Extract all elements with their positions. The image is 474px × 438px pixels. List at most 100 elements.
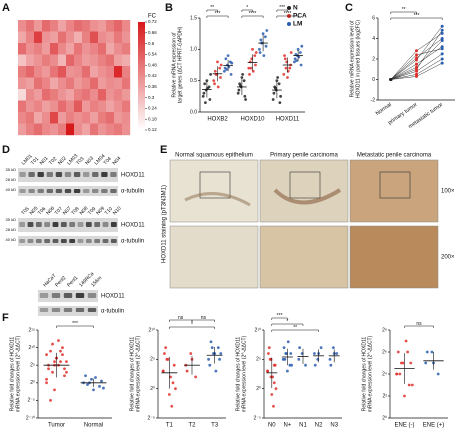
heatmap-cell — [18, 77, 27, 90]
blot-band — [102, 239, 109, 243]
data-point — [296, 47, 300, 51]
data-point — [266, 369, 269, 373]
heatmap-cell — [42, 31, 51, 44]
heatmap-cell — [98, 20, 107, 32]
significance-label: *** — [277, 313, 283, 319]
blot-band — [37, 189, 44, 193]
blot-band — [73, 172, 81, 177]
x-tick-label: N3 — [330, 423, 338, 429]
data-point — [267, 352, 270, 355]
significance-bracket — [271, 317, 288, 320]
heatmap-cell — [82, 54, 91, 67]
heatmap-cell — [106, 66, 115, 78]
y-tick-label: 0.5 — [190, 78, 197, 84]
ihc-image — [349, 159, 439, 223]
data-point — [278, 101, 282, 104]
data-point — [272, 91, 276, 95]
ihc-column-title: Metastatic penile carcinoma — [357, 153, 432, 159]
heatmap-cell — [34, 89, 43, 101]
y-axis-label: target genes (ΔCT HPRT-GAPDH) — [177, 26, 183, 103]
blot-band — [63, 293, 73, 298]
lane-label: N06 — [45, 205, 56, 216]
data-point — [297, 357, 301, 361]
heatmap-cell — [66, 43, 75, 55]
heatmap-cell — [114, 43, 123, 55]
data-point — [169, 375, 172, 379]
lane-label: N03 — [84, 155, 95, 166]
data-point — [185, 369, 189, 373]
blot-band — [75, 308, 85, 312]
blot-band — [39, 308, 49, 312]
blot-band — [35, 239, 42, 243]
data-point — [219, 76, 222, 79]
y-tick-label: 6 — [372, 15, 375, 21]
heatmap-cell — [74, 77, 83, 90]
y-tick-label: 2² — [383, 393, 388, 399]
data-point — [263, 35, 267, 39]
data-point — [57, 339, 60, 342]
data-point — [271, 98, 275, 101]
legend-label: N — [293, 5, 298, 12]
heatmap-cell — [42, 89, 51, 101]
data-point — [202, 91, 206, 95]
data-point — [440, 61, 444, 65]
significance-label: * — [246, 5, 248, 11]
ihc-column-title: Primary penile carcinoma — [270, 153, 338, 159]
data-point — [174, 387, 177, 391]
heatmap-cell — [90, 123, 99, 136]
heatmap-cell — [50, 112, 59, 124]
heatmap-cell — [74, 123, 83, 136]
heatmap-cell — [122, 77, 131, 90]
blot-band — [85, 239, 92, 243]
data-point — [440, 28, 444, 32]
significance-label: ** — [402, 7, 406, 13]
data-point — [167, 393, 171, 396]
data-point — [425, 350, 429, 354]
data-point — [61, 353, 64, 357]
significance-bracket — [206, 15, 229, 18]
zoom-box — [199, 171, 231, 199]
heatmap-cell — [106, 20, 115, 32]
data-point — [415, 62, 418, 66]
y-tick-label: 1.0 — [190, 47, 197, 53]
heatmap-cell — [34, 43, 43, 55]
data-point — [284, 352, 288, 355]
y-tick-label: 0.0 — [190, 109, 197, 115]
heatmap-cell — [82, 66, 91, 78]
data-point — [331, 346, 335, 349]
data-point — [226, 54, 230, 57]
heatmap-cell — [114, 20, 123, 32]
protein-label: HOXD11 — [101, 294, 125, 300]
data-point — [268, 357, 272, 361]
data-point — [274, 387, 278, 391]
blot-band — [19, 172, 26, 177]
blot-band — [27, 239, 34, 243]
data-point — [264, 44, 268, 48]
panel-label: A — [2, 2, 10, 14]
blot-band — [64, 172, 72, 177]
data-point — [335, 352, 339, 355]
heatmap-cell — [66, 31, 75, 44]
y-tick-label: 2⁻¹⁰ — [26, 415, 35, 421]
heatmap-cell — [26, 54, 35, 67]
lane-label: T07 — [54, 206, 64, 216]
heatmap-cell — [90, 100, 99, 113]
lane-label: N08 — [79, 205, 90, 216]
heatmap-cell — [98, 31, 107, 44]
data-point — [251, 47, 254, 51]
data-point — [53, 360, 56, 364]
data-point — [45, 353, 48, 357]
heatmap-cell — [98, 112, 107, 124]
heatmap-cell — [58, 100, 67, 113]
x-tick-label: ENE (-) — [395, 423, 415, 429]
data-point — [49, 399, 52, 402]
blot-band — [64, 189, 72, 193]
heatmap-cell — [82, 43, 91, 55]
y-axis-label: Relative mRNA expression level of — [349, 20, 355, 97]
data-point — [171, 381, 175, 385]
blot-band — [19, 222, 26, 227]
data-point — [279, 94, 283, 98]
heatmap-cell — [98, 66, 107, 78]
lane-label: N07 — [62, 205, 73, 216]
blot-band — [110, 222, 117, 227]
